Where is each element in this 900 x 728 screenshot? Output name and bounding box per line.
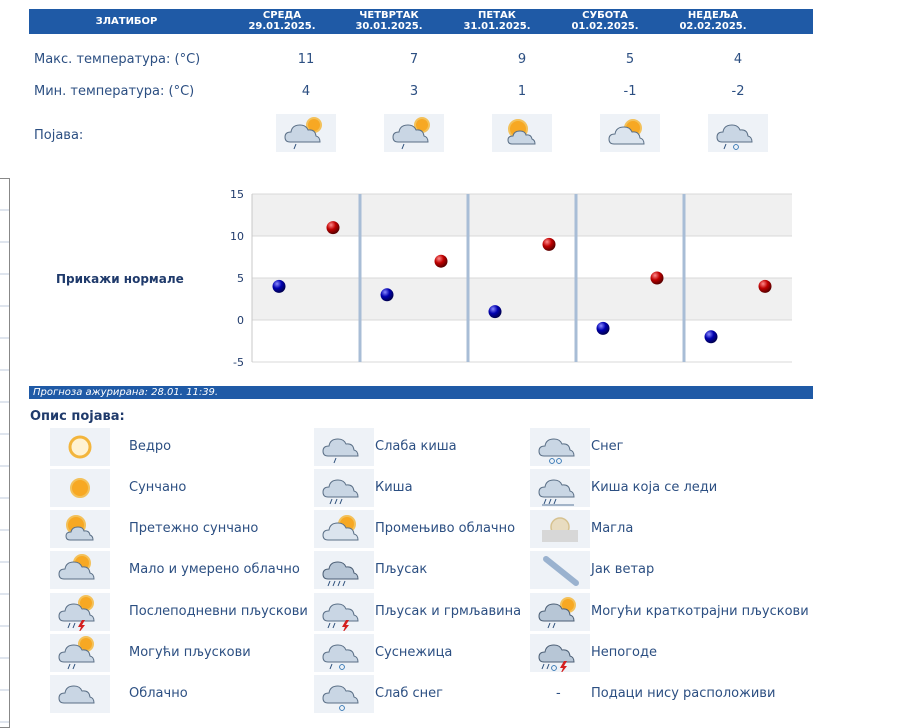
min-temp-point bbox=[380, 288, 394, 302]
legend-label: Промењиво облачно bbox=[375, 521, 516, 536]
legend-label: Подаци нису расположиви bbox=[591, 686, 776, 701]
legend-label: Киша bbox=[375, 480, 413, 495]
partly-cloudy-icon bbox=[50, 551, 110, 589]
min-temp-label: Мин. температура: (°C) bbox=[34, 84, 195, 99]
clear-icon bbox=[50, 428, 110, 466]
day-header: НЕДЕЉА 02.02.2025. bbox=[679, 10, 747, 32]
description-title: Опис појава: bbox=[30, 409, 125, 424]
chart-band bbox=[252, 194, 792, 236]
min-temp-value: 1 bbox=[517, 84, 527, 99]
max-temp-point bbox=[650, 271, 664, 285]
min-temp-value: -1 bbox=[623, 84, 637, 99]
cloudy-icon bbox=[50, 675, 110, 713]
y-tick-label: 0 bbox=[237, 314, 244, 327]
min-temp-point bbox=[272, 279, 286, 293]
y-tick-label: 10 bbox=[230, 230, 244, 243]
mostly-sunny-icon bbox=[50, 510, 110, 548]
max-temp-value: 7 bbox=[409, 52, 419, 67]
update-text: Прогноза ажурирана: 28.01. 11:39. bbox=[33, 387, 219, 398]
phenomena-label: Појава: bbox=[34, 128, 84, 143]
max-temp-value: 9 bbox=[517, 52, 527, 67]
freezing-rain-icon bbox=[530, 469, 590, 507]
chart-band bbox=[252, 278, 792, 320]
legend-label: Јак ветар bbox=[591, 562, 655, 577]
partly-cloudy-light-rain-icon bbox=[276, 114, 336, 152]
mostly-sunny-icon bbox=[492, 114, 552, 152]
update-bar: Прогноза ажурирана: 28.01. 11:39. bbox=[29, 386, 813, 399]
variable-cloudy-icon bbox=[600, 114, 660, 152]
legend-label: Пљусак и грмљавина bbox=[375, 604, 522, 619]
show-normals-link[interactable]: Прикажи нормале bbox=[56, 272, 184, 286]
min-temp-point bbox=[704, 330, 718, 344]
light-rain-icon bbox=[314, 428, 374, 466]
day-header: ЧЕТВРТАК 30.01.2025. bbox=[355, 10, 423, 32]
max-temp-label: Макс. температура: (°C) bbox=[34, 52, 201, 67]
max-temp-value: 5 bbox=[625, 52, 635, 67]
unavailable-dash: - bbox=[556, 686, 561, 701]
legend-label: Сунчано bbox=[129, 480, 187, 495]
legend-label: Претежно сунчано bbox=[129, 521, 259, 536]
legend-label: Киша која се леди bbox=[591, 480, 718, 495]
temperature-chart: 15 10 5 0 -5 bbox=[230, 188, 792, 366]
legend-label: Слаб снег bbox=[375, 686, 443, 701]
legend-label: Послеподневни пљускови bbox=[129, 604, 308, 619]
sleet-icon bbox=[708, 114, 768, 152]
legend-label: Непогоде bbox=[591, 645, 657, 660]
min-temp-value: 4 bbox=[301, 84, 311, 99]
min-temp-point bbox=[488, 305, 502, 319]
legend-label: Ведро bbox=[129, 439, 172, 454]
y-tick-label: 15 bbox=[230, 188, 244, 201]
possible-showers-icon bbox=[50, 634, 110, 672]
sleet-icon bbox=[314, 634, 374, 672]
legend-label: Могући пљускови bbox=[129, 645, 251, 660]
forecast-header: ЗЛАТИБОР СРЕДА 29.01.2025. ЧЕТВРТАК 30.01.… bbox=[29, 9, 813, 34]
legend-label: Мало и умерено облачно bbox=[129, 562, 300, 577]
day-header: ПЕТАК 31.01.2025. bbox=[463, 10, 531, 32]
location-name: ЗЛАТИБОР bbox=[95, 16, 158, 27]
max-temp-point bbox=[758, 279, 772, 293]
min-temp-value: -2 bbox=[731, 84, 745, 99]
brief-showers-icon bbox=[530, 593, 590, 631]
y-tick-label: 5 bbox=[237, 272, 244, 285]
max-temp-point bbox=[434, 254, 448, 268]
min-temp-point bbox=[596, 321, 610, 335]
left-panel-edge bbox=[0, 178, 10, 728]
legend-label: Могући краткотрајни пљускови bbox=[591, 604, 809, 619]
legend-label: Облачно bbox=[129, 686, 188, 701]
partly-cloudy-light-rain-icon bbox=[384, 114, 444, 152]
max-temp-value: 4 bbox=[733, 52, 743, 67]
shower-icon bbox=[314, 551, 374, 589]
thunderstorm-icon bbox=[314, 593, 374, 631]
legend-label: Пљусак bbox=[375, 562, 428, 577]
legend-label: Слаба киша bbox=[375, 439, 457, 454]
max-temp-point bbox=[326, 221, 340, 235]
strong-wind-icon bbox=[530, 551, 590, 589]
legend-label: Суснежица bbox=[375, 645, 453, 660]
day-header: СУБОТА 01.02.2025. bbox=[571, 10, 639, 32]
storm-icon bbox=[530, 634, 590, 672]
fog-icon bbox=[530, 510, 590, 548]
variable-cloudy-icon bbox=[314, 510, 374, 548]
sunny-icon bbox=[50, 469, 110, 507]
snow-icon bbox=[530, 428, 590, 466]
legend-label: Магла bbox=[591, 521, 634, 536]
day-header: СРЕДА 29.01.2025. bbox=[248, 10, 316, 32]
max-temp-value: 11 bbox=[297, 52, 315, 67]
min-temp-value: 3 bbox=[409, 84, 419, 99]
light-snow-icon bbox=[314, 675, 374, 713]
legend-label: Снег bbox=[591, 439, 624, 454]
max-temp-point bbox=[542, 237, 556, 251]
afternoon-showers-icon bbox=[50, 593, 110, 631]
y-tick-label: -5 bbox=[233, 356, 244, 366]
rain-icon bbox=[314, 469, 374, 507]
